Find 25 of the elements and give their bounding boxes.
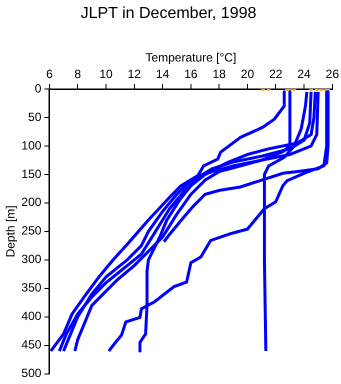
y-tick-label: 100 <box>21 138 42 152</box>
y-tick-label: 150 <box>21 166 42 181</box>
y-axis-title: Depth [m] <box>4 205 18 258</box>
x-tick-label: 14 <box>156 67 170 82</box>
y-tick-label: 350 <box>21 280 42 295</box>
y-tick-label: 400 <box>21 309 42 324</box>
y-tick-label: 200 <box>21 195 42 210</box>
y-tick-label: 50 <box>28 110 42 124</box>
y-tick-label: 250 <box>21 224 42 238</box>
x-tick-label: 8 <box>74 67 82 82</box>
y-tick-label: 500 <box>21 366 42 380</box>
y-tick-label: 300 <box>21 252 42 266</box>
x-tick-label: 26 <box>326 67 340 82</box>
chart-title: JLPT in December, 1998 <box>80 5 256 22</box>
x-axis-title: Temperature [°C] <box>145 50 236 65</box>
y-tick-label: 0 <box>34 81 42 96</box>
x-tick-label: 20 <box>240 67 254 82</box>
x-tick-label: 10 <box>99 67 113 82</box>
x-tick-label: 12 <box>128 67 142 82</box>
x-tick-label: 6 <box>46 67 54 82</box>
x-tick-label: 24 <box>297 67 312 82</box>
x-tick-label: 18 <box>212 67 226 82</box>
x-tick-label: 22 <box>269 67 283 82</box>
x-tick-label: 16 <box>184 67 198 82</box>
y-tick-label: 450 <box>21 338 42 352</box>
